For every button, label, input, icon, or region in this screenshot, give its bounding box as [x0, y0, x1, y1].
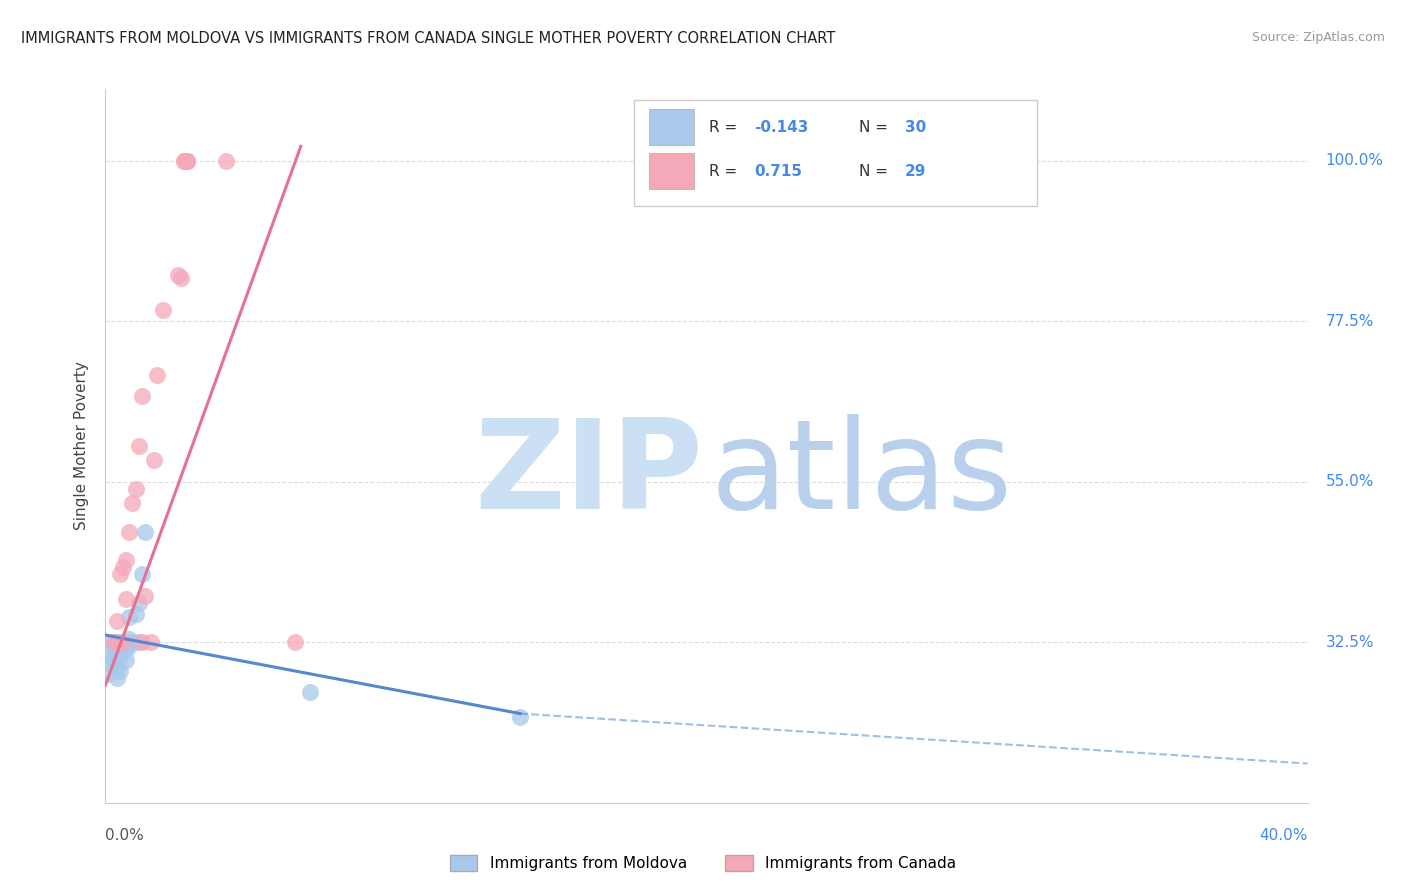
Point	[176, 153, 198, 168]
Point	[118, 610, 141, 624]
Point	[107, 635, 129, 649]
FancyBboxPatch shape	[648, 153, 695, 189]
Point	[139, 635, 162, 649]
Point	[112, 560, 135, 574]
Point	[284, 635, 307, 649]
Point	[145, 368, 167, 382]
Text: 77.5%: 77.5%	[1326, 314, 1374, 328]
Text: Source: ZipAtlas.com: Source: ZipAtlas.com	[1251, 31, 1385, 45]
Point	[214, 153, 236, 168]
FancyBboxPatch shape	[634, 100, 1038, 205]
Point	[128, 596, 150, 610]
Point	[103, 635, 125, 649]
Text: 100.0%: 100.0%	[1326, 153, 1384, 168]
Point	[107, 635, 129, 649]
Point	[103, 639, 125, 653]
Point	[100, 649, 122, 664]
Point	[107, 660, 129, 674]
Point	[115, 553, 138, 567]
Point	[152, 303, 174, 318]
Point	[110, 642, 132, 657]
Point	[131, 567, 153, 582]
Text: atlas: atlas	[710, 414, 1012, 535]
Point	[169, 271, 191, 285]
Y-axis label: Single Mother Poverty: Single Mother Poverty	[75, 361, 90, 531]
Point	[173, 153, 195, 168]
Point	[112, 635, 135, 649]
Point	[100, 635, 122, 649]
Point	[118, 524, 141, 539]
Point	[173, 153, 195, 168]
Point	[298, 685, 321, 699]
Point	[121, 496, 143, 510]
Point	[142, 453, 165, 467]
Point	[134, 524, 156, 539]
Point	[100, 657, 122, 671]
Point	[118, 632, 141, 646]
Point	[166, 268, 188, 282]
Text: 0.0%: 0.0%	[105, 828, 145, 843]
Point	[115, 653, 138, 667]
Point	[121, 635, 143, 649]
Point	[107, 671, 129, 685]
Point	[118, 639, 141, 653]
Point	[115, 642, 138, 657]
Text: N =: N =	[859, 164, 893, 178]
Text: 40.0%: 40.0%	[1260, 828, 1308, 843]
Point	[131, 635, 153, 649]
Text: ZIP: ZIP	[474, 414, 703, 535]
Point	[110, 567, 132, 582]
Text: R =: R =	[709, 120, 742, 135]
Point	[124, 607, 146, 621]
Point	[110, 649, 132, 664]
Point	[97, 667, 120, 681]
Point	[176, 153, 198, 168]
Point	[107, 646, 129, 660]
Text: R =: R =	[709, 164, 747, 178]
Point	[103, 649, 125, 664]
Text: -0.143: -0.143	[755, 120, 808, 135]
Point	[131, 389, 153, 403]
Point	[112, 642, 135, 657]
Point	[128, 635, 150, 649]
Text: 0.715: 0.715	[755, 164, 803, 178]
Point	[115, 592, 138, 607]
Text: 29: 29	[905, 164, 927, 178]
Point	[176, 153, 198, 168]
Point	[112, 635, 135, 649]
Text: 32.5%: 32.5%	[1326, 635, 1374, 649]
Point	[134, 589, 156, 603]
Text: 55.0%: 55.0%	[1326, 475, 1374, 489]
Text: N =: N =	[859, 120, 893, 135]
Point	[110, 664, 132, 678]
Point	[107, 614, 129, 628]
Point	[128, 439, 150, 453]
Point	[103, 642, 125, 657]
Point	[110, 635, 132, 649]
Text: IMMIGRANTS FROM MOLDOVA VS IMMIGRANTS FROM CANADA SINGLE MOTHER POVERTY CORRELAT: IMMIGRANTS FROM MOLDOVA VS IMMIGRANTS FR…	[21, 31, 835, 46]
Legend: Immigrants from Moldova, Immigrants from Canada: Immigrants from Moldova, Immigrants from…	[444, 849, 962, 877]
Point	[124, 482, 146, 496]
FancyBboxPatch shape	[648, 109, 695, 145]
Text: 30: 30	[905, 120, 927, 135]
Point	[509, 710, 531, 724]
